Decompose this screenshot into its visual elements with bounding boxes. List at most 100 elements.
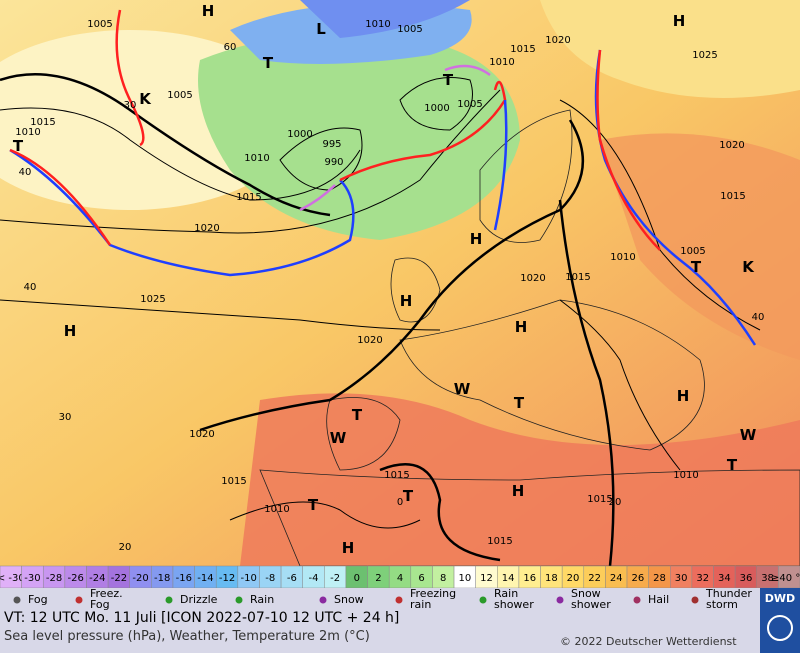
- weather-icon: [479, 596, 487, 604]
- pressure-system: T: [443, 71, 454, 89]
- temperature-scale: < -30 -30 -28 -26 -24 -22 -20 -18 -16 -14 -12 -10 -8…: [0, 565, 800, 589]
- isobar-label: 1010: [244, 153, 269, 164]
- weather-label: Fog: [28, 593, 48, 606]
- isobar-label: 1015: [30, 117, 55, 128]
- isobar-label: 1015: [384, 470, 409, 481]
- isobar-label: 1020: [545, 35, 570, 46]
- isobar-label: 990: [324, 157, 343, 168]
- temperature-label: 18: [545, 573, 558, 584]
- temperature-label: -8: [265, 573, 275, 584]
- isobar-label: 1020: [719, 140, 744, 151]
- temperature-label: 24: [610, 573, 623, 584]
- temperature-label: 10: [458, 573, 471, 584]
- isotherm-label: 20: [609, 497, 622, 508]
- temperature-label: -12: [219, 573, 235, 584]
- pressure-system: H: [515, 318, 528, 336]
- weather-icon: [691, 596, 699, 604]
- weather-label: Thunder: [705, 587, 752, 600]
- temperature-label: -26: [68, 573, 84, 584]
- weather-label: shower: [571, 598, 611, 611]
- isobar-label: 1020: [194, 223, 219, 234]
- pressure-system: H: [677, 387, 690, 405]
- temperature-label: 34: [718, 573, 731, 584]
- valid-time: VT: 12 UTC Mo. 11 Juli [ICON 2022-07-10 …: [4, 610, 399, 626]
- isobar-label: 1005: [167, 90, 192, 101]
- description: Sea level pressure (hPa), Weather, Tempe…: [4, 629, 370, 644]
- isotherm-label: 40: [19, 167, 32, 178]
- temperature-label: -6: [287, 573, 297, 584]
- isobar-label: 1005: [680, 246, 705, 257]
- isobar-label: 1015: [510, 44, 535, 55]
- isotherm-label: 40: [752, 312, 765, 323]
- temperature-label: -16: [176, 573, 192, 584]
- pressure-system: H: [470, 230, 483, 248]
- isotherm-label: 0: [397, 497, 403, 508]
- isotherm-label: 20: [119, 542, 132, 553]
- temperature-label: -24: [89, 573, 105, 584]
- isobar-label: 1005: [457, 99, 482, 110]
- isobar-label: 1020: [520, 273, 545, 284]
- copyright: © 2022 Deutscher Wetterdienst: [560, 635, 737, 648]
- temperature-label: -20: [132, 573, 148, 584]
- weather-icon: [165, 596, 173, 604]
- weather-legend: Fog Freez.Fog Drizzle Rain Snow FreezingrainR…: [13, 587, 752, 611]
- weather-label: Snow: [571, 587, 601, 600]
- temperature-label: -4: [309, 573, 319, 584]
- isotherm-label: 30: [124, 100, 137, 111]
- pressure-system: K: [139, 90, 152, 108]
- weather-icon: [395, 596, 403, 604]
- isobar-label: 1020: [189, 429, 214, 440]
- temperature-label: 2: [375, 573, 381, 584]
- isobar-label: 1005: [87, 19, 112, 30]
- isobar-label: 1015: [565, 272, 590, 283]
- weather-label: storm: [706, 598, 738, 611]
- isobar-label: 1015: [221, 476, 246, 487]
- pressure-system: W: [454, 380, 471, 398]
- weather-label: rain: [410, 598, 431, 611]
- pressure-system: T: [514, 394, 525, 412]
- temperature-label: 28: [653, 573, 666, 584]
- pressure-system: K: [742, 258, 755, 276]
- temperature-label: < -30: [0, 573, 25, 584]
- pressure-system: H: [202, 2, 215, 20]
- isobar-label: 1000: [424, 103, 449, 114]
- temperature-label: ≥40 °C: [771, 573, 800, 584]
- isobar-label: 1015: [236, 192, 261, 203]
- weather-label: Freezing: [410, 587, 456, 600]
- temperature-label: 8: [440, 573, 446, 584]
- isobar-label: 1010: [610, 252, 635, 263]
- weather-label: Hail: [648, 593, 669, 606]
- pressure-system: H: [64, 322, 77, 340]
- weather-label: shower: [494, 598, 534, 611]
- logo: DWD: [765, 592, 795, 605]
- pressure-system: T: [263, 54, 274, 72]
- pressure-system: T: [352, 406, 363, 424]
- isobar-label: 1015: [587, 494, 612, 505]
- pressure-system: W: [330, 429, 347, 447]
- weather-label: Fog: [90, 598, 110, 611]
- isobar-label: 1015: [720, 191, 745, 202]
- weather-icon: [13, 596, 21, 604]
- temperature-label: 30: [675, 573, 688, 584]
- pressure-system: T: [403, 487, 414, 505]
- map-area: [0, 0, 800, 567]
- pressure-system: H: [512, 482, 525, 500]
- isobar-label: 1025: [692, 50, 717, 61]
- isotherm-label: 60: [224, 42, 237, 53]
- isobar-label: 1010: [15, 127, 40, 138]
- temperature-label: -30: [24, 573, 40, 584]
- weather-label: Snow: [334, 593, 364, 606]
- temperature-label: 32: [696, 573, 709, 584]
- isobar-label: 1010: [365, 19, 390, 30]
- pressure-system: T: [691, 258, 702, 276]
- temperature-label: 6: [418, 573, 424, 584]
- pressure-system: H: [400, 292, 413, 310]
- pressure-system: L: [316, 20, 326, 38]
- temperature-label: -28: [46, 573, 62, 584]
- weather-icon: [633, 596, 641, 604]
- pressure-system: T: [13, 137, 24, 155]
- isobar-label: 1010: [673, 470, 698, 481]
- logo-mark: [767, 615, 793, 641]
